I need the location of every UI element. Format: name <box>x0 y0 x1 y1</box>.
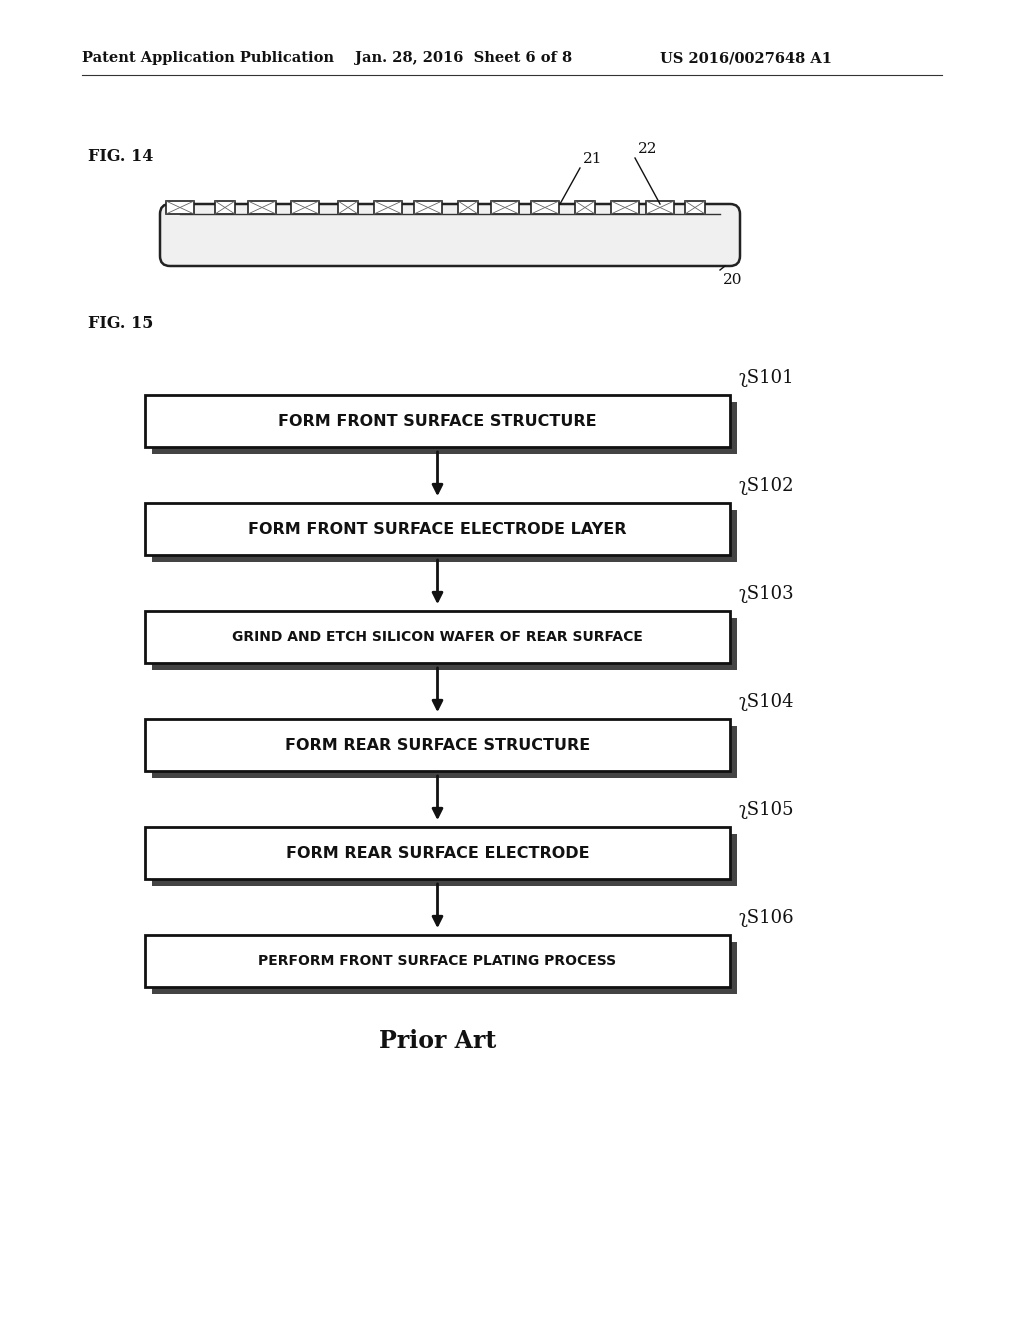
Bar <box>145 719 730 771</box>
Bar <box>145 395 730 447</box>
Bar <box>152 510 737 562</box>
Bar <box>152 726 737 777</box>
FancyBboxPatch shape <box>160 205 740 267</box>
Text: US 2016/0027648 A1: US 2016/0027648 A1 <box>660 51 831 65</box>
Bar <box>338 201 358 214</box>
Bar <box>145 935 730 987</box>
Bar <box>145 828 730 879</box>
Text: FORM FRONT SURFACE STRUCTURE: FORM FRONT SURFACE STRUCTURE <box>279 413 597 429</box>
Text: ʅS106: ʅS106 <box>738 909 794 927</box>
Text: 20: 20 <box>723 273 742 286</box>
Text: ʅS102: ʅS102 <box>738 477 794 495</box>
Text: PERFORM FRONT SURFACE PLATING PROCESS: PERFORM FRONT SURFACE PLATING PROCESS <box>258 954 616 968</box>
Text: ʅS105: ʅS105 <box>738 801 794 818</box>
Bar <box>291 201 319 214</box>
Text: FORM REAR SURFACE STRUCTURE: FORM REAR SURFACE STRUCTURE <box>285 738 590 752</box>
Bar <box>152 618 737 671</box>
Text: FIG. 14: FIG. 14 <box>88 148 154 165</box>
Bar <box>575 201 595 214</box>
Bar <box>646 201 674 214</box>
Text: ʅS104: ʅS104 <box>738 693 794 711</box>
Bar <box>215 201 234 214</box>
Bar <box>145 503 730 554</box>
Text: FIG. 15: FIG. 15 <box>88 315 154 333</box>
Bar <box>152 942 737 994</box>
Bar <box>611 201 639 214</box>
Text: 22: 22 <box>638 143 657 156</box>
Bar <box>490 201 519 214</box>
Text: GRIND AND ETCH SILICON WAFER OF REAR SURFACE: GRIND AND ETCH SILICON WAFER OF REAR SUR… <box>232 630 643 644</box>
Bar <box>531 201 559 214</box>
Text: Patent Application Publication: Patent Application Publication <box>82 51 334 65</box>
Bar <box>374 201 402 214</box>
Bar <box>685 201 705 214</box>
Bar <box>248 201 276 214</box>
Bar <box>458 201 478 214</box>
Bar <box>145 611 730 663</box>
Text: Prior Art: Prior Art <box>379 1030 496 1053</box>
Text: 21: 21 <box>583 152 602 166</box>
Bar <box>166 201 194 214</box>
Text: ʅS103: ʅS103 <box>738 585 794 603</box>
Text: Jan. 28, 2016  Sheet 6 of 8: Jan. 28, 2016 Sheet 6 of 8 <box>355 51 572 65</box>
Bar <box>152 834 737 886</box>
Bar <box>414 201 442 214</box>
Text: ʅS101: ʅS101 <box>738 370 794 387</box>
Text: FORM FRONT SURFACE ELECTRODE LAYER: FORM FRONT SURFACE ELECTRODE LAYER <box>248 521 627 536</box>
Text: FORM REAR SURFACE ELECTRODE: FORM REAR SURFACE ELECTRODE <box>286 846 590 861</box>
Bar <box>152 403 737 454</box>
